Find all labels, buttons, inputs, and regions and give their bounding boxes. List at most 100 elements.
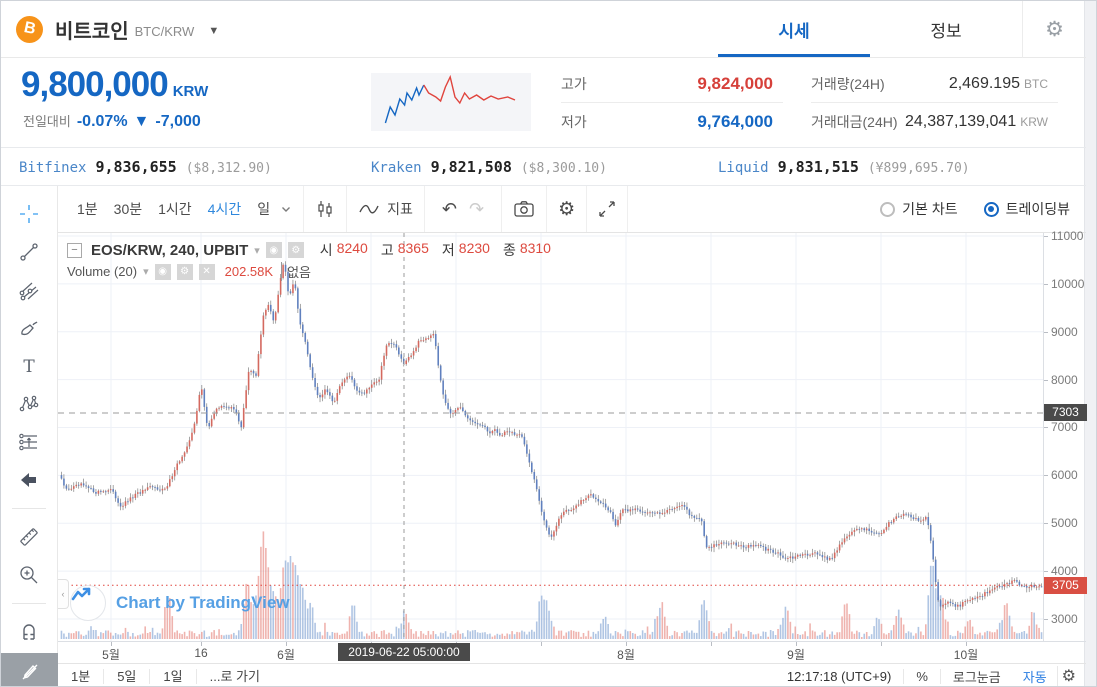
percent-scale-button[interactable]: % — [904, 668, 941, 684]
ohlc-values: 시 8240 고 8365 저 8230 종 8310 — [319, 240, 551, 258]
ruler-tool[interactable] — [10, 518, 48, 556]
y-axis-tickmark — [1044, 523, 1048, 525]
tab-info[interactable]: 정보 — [930, 21, 962, 41]
x-axis-tickmark — [626, 642, 627, 646]
undo-button[interactable]: ↶ — [441, 199, 457, 219]
pair-label: BTC/KRW — [134, 24, 195, 39]
volume-close-icon[interactable]: ✕ — [198, 263, 215, 280]
indicator-label: 지표 — [387, 201, 413, 217]
screenshot-button[interactable] — [502, 186, 548, 232]
y-axis-tick: 4000 — [1051, 564, 1078, 579]
drawing-mode-toggle[interactable] — [1, 653, 58, 686]
timeframe-4[interactable]: 4시간 — [207, 201, 242, 217]
range-5day[interactable]: 5일 — [104, 668, 151, 684]
crosshair-time-tooltip: 2019-06-22 05:00:00 — [338, 643, 470, 661]
caret-down-icon[interactable]: ▾ — [143, 266, 149, 278]
exchange-compare-row: Bitfinex 9,836,655 ($8,312.90) Kraken 9,… — [1, 147, 1086, 186]
y-axis-tickmark — [1044, 283, 1048, 285]
range-1min[interactable]: 1분 — [58, 668, 105, 684]
exchange-kraken: Kraken 9,821,508 ($8,300.10) — [371, 157, 607, 176]
clock-label[interactable]: 12:17:18 (UTC+9) — [775, 668, 905, 684]
header-tabs: 시세 정보 — [718, 1, 1022, 57]
toolbar-divider — [12, 508, 46, 509]
right-gutter — [1084, 1, 1096, 686]
trade-value: 24,387,139,041 — [905, 113, 1017, 130]
y-axis-tickmark — [1044, 331, 1048, 333]
caret-down-icon[interactable]: ▾ — [254, 244, 260, 257]
mini-sparkline — [371, 73, 531, 131]
auto-scale-button[interactable]: 자동 — [1022, 669, 1047, 685]
bitcoin-logo-icon: B — [16, 15, 43, 43]
stat-low: 저가 9,764,000 — [561, 112, 773, 131]
chart-canvas — [58, 233, 1043, 641]
x-axis-tickmark — [796, 642, 797, 646]
fib-tool[interactable] — [10, 271, 48, 309]
stat-volume: 거래량(24H) 2,469.195 BTC — [811, 65, 1058, 103]
tradingview-attribution[interactable]: Chart by TradingView — [70, 585, 290, 621]
zoom-in-tool[interactable] — [10, 556, 48, 594]
y-axis-tick: 9000 — [1051, 324, 1078, 339]
fullscreen-button[interactable] — [587, 186, 629, 232]
symbol-legend: − EOS/KRW, 240, UPBIT ▾ ◉ ⚙ 시 8240 고 8365 … — [67, 240, 551, 260]
candle-style-button[interactable] — [304, 186, 348, 232]
legend-collapse-icon[interactable]: − — [67, 242, 82, 258]
header-settings-icon[interactable]: ⚙ — [1045, 17, 1064, 41]
x-axis-tickmark — [201, 642, 202, 646]
y-axis-tick: 5000 — [1051, 516, 1078, 531]
time-axis[interactable]: 2019-06-22 05:00:00 5월 16 6월 8월 9월 10월 — [58, 641, 1086, 663]
y-axis-tickmark — [1044, 475, 1048, 477]
volume-value: 2,469.195 — [948, 74, 1020, 92]
magnet-tool[interactable] — [10, 613, 48, 651]
undo-redo-group: ↶ ↷ — [425, 186, 503, 232]
price-axis[interactable]: 7303 3705 3000 4000 5000 6000 7000 8000 9000 10… — [1043, 229, 1087, 641]
y-axis-tick: 7000 — [1051, 420, 1078, 435]
go-to-button[interactable]: ...로 가기 — [209, 668, 260, 684]
radio-icon-selected — [983, 201, 999, 217]
range-1day[interactable]: 1일 — [150, 668, 197, 684]
y-axis-tick: 6000 — [1051, 468, 1078, 483]
redo-button[interactable]: ↷ — [468, 199, 485, 219]
pattern-tool[interactable] — [10, 385, 48, 423]
timeframe-5[interactable]: 일 — [257, 201, 271, 217]
log-scale-button[interactable]: 로그눈금 — [952, 669, 1001, 685]
current-price: 9,800,000 — [21, 65, 169, 104]
candlestick-chart[interactable]: − EOS/KRW, 240, UPBIT ▾ ◉ ⚙ 시 8240 고 8365 … — [58, 233, 1043, 641]
y-axis-tick: 11000 — [1051, 229, 1084, 244]
forecast-tool[interactable] — [10, 423, 48, 461]
pair-dropdown-icon[interactable]: ▼ — [208, 25, 220, 37]
radio-tradingview[interactable]: 트레이딩뷰 — [983, 199, 1070, 219]
axis-settings-icon[interactable]: ⚙ — [1056, 666, 1086, 686]
legend-gear-icon[interactable]: ⚙ — [287, 242, 304, 258]
volume-extra: 없음 — [281, 262, 311, 281]
indicator-button[interactable]: 지표 — [347, 186, 425, 232]
y-axis-tick: 8000 — [1051, 372, 1078, 387]
volume-gear-icon[interactable]: ⚙ — [176, 263, 193, 280]
timeframe-1[interactable]: 1분 — [77, 201, 98, 217]
x-axis-tickmark — [111, 642, 112, 646]
x-axis-tickmark — [966, 642, 967, 646]
legend-eye-icon[interactable]: ◉ — [265, 242, 282, 258]
high-value: 9,824,000 — [697, 73, 773, 93]
timeframe-3[interactable]: 1시간 — [158, 201, 192, 217]
volume-eye-icon[interactable]: ◉ — [154, 263, 171, 280]
trendline-tool[interactable] — [10, 233, 48, 271]
gear-icon: ⚙ — [558, 198, 576, 220]
change-arrow-icon: ▼ — [133, 113, 150, 130]
y-axis-tickmark — [1044, 236, 1048, 238]
exchange-bitfinex: Bitfinex 9,836,655 ($8,312.90) — [19, 157, 272, 176]
timeframe-2[interactable]: 30분 — [113, 201, 143, 217]
chart-settings-button[interactable]: ⚙ — [547, 186, 588, 232]
crosshair-tool[interactable] — [10, 195, 48, 233]
y-axis-tick: 10000 — [1051, 276, 1085, 291]
text-tool[interactable]: T — [10, 347, 48, 385]
brush-tool[interactable] — [10, 309, 48, 347]
chevron-down-icon[interactable] — [280, 203, 292, 215]
radio-basic-chart[interactable]: 기본 차트 — [880, 199, 958, 219]
panel-collapse-handle[interactable]: ‹ — [58, 579, 69, 609]
symbol-title[interactable]: EOS/KRW, 240, UPBIT — [91, 241, 249, 259]
stat-high: 고가 9,824,000 — [561, 65, 783, 103]
back-arrow-tool[interactable] — [10, 461, 48, 499]
tab-market-price[interactable]: 시세 — [718, 1, 870, 57]
radio-icon — [880, 201, 896, 217]
